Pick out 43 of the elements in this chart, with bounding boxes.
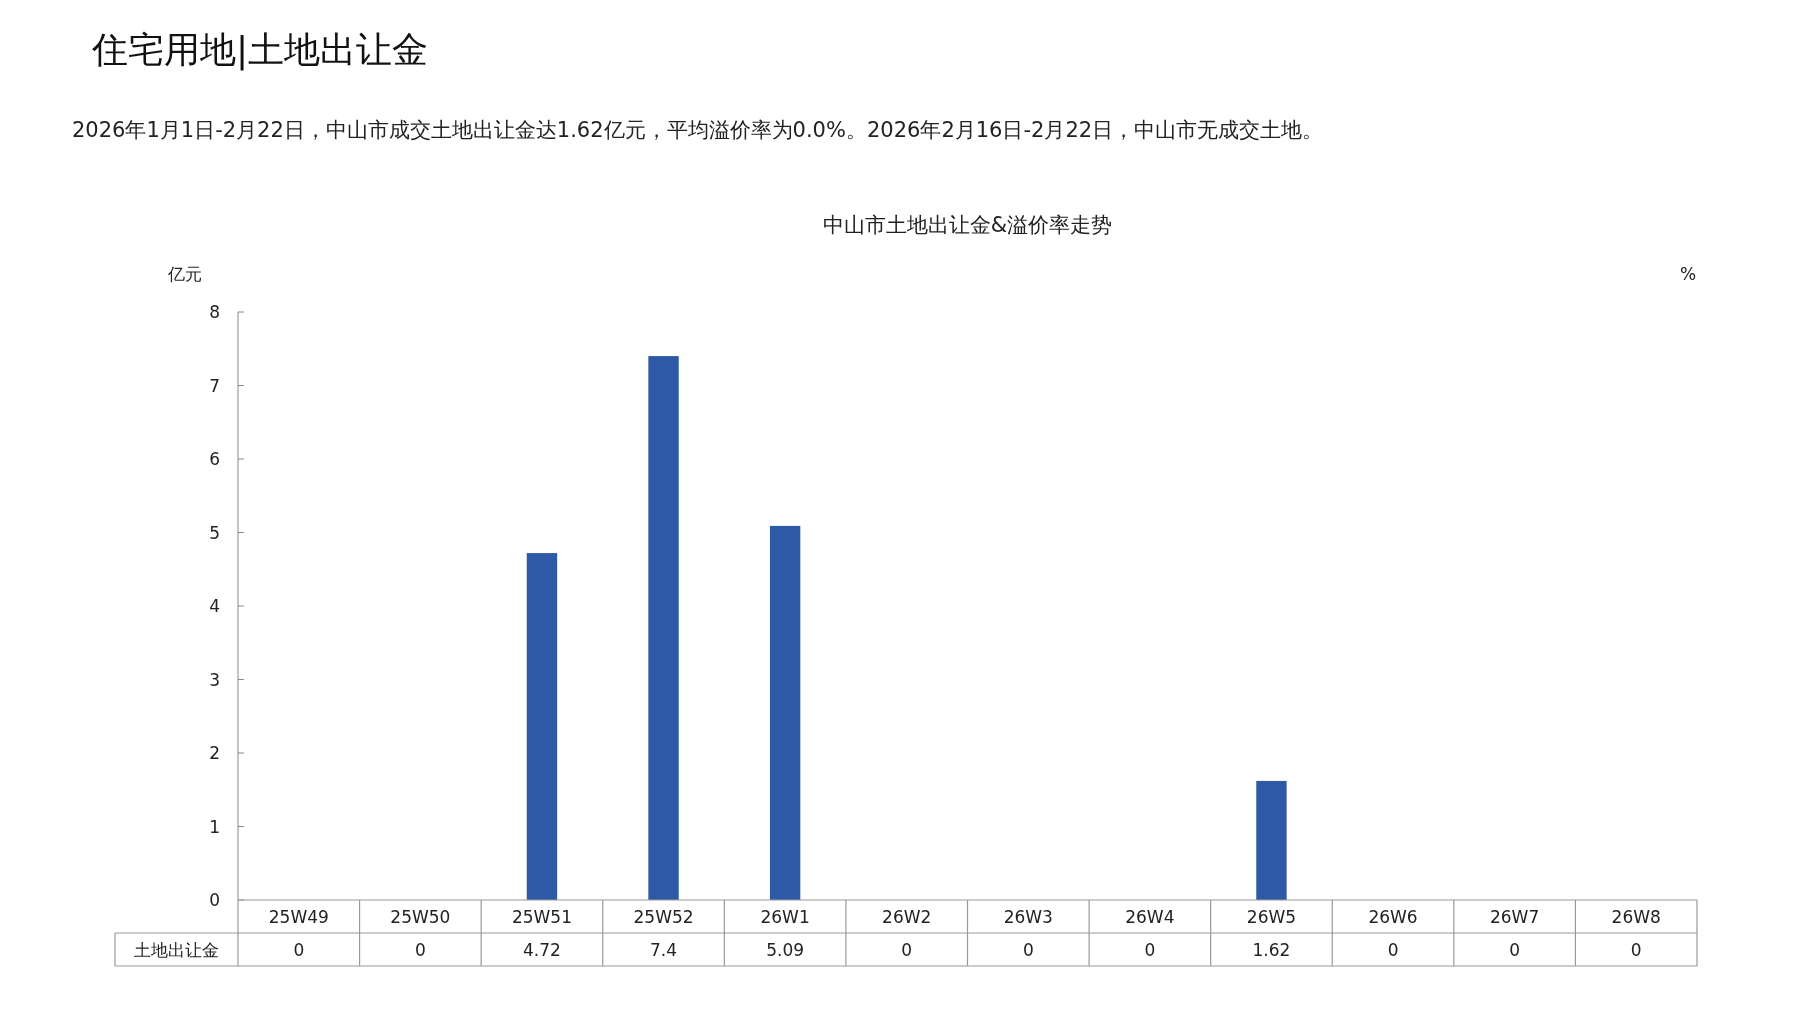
y-tick-label: 4: [209, 596, 220, 616]
y-tick-label: 1: [209, 816, 220, 837]
x-tick-label: 26W6: [1368, 906, 1418, 927]
y-tick-label: 2: [209, 743, 220, 763]
x-tick-label: 26W1: [760, 906, 810, 927]
text: 住宅用地|土地出让金: [91, 29, 429, 71]
x-tick-label: 25W52: [633, 906, 694, 927]
y-tick-label: 6: [209, 449, 220, 469]
bar: [648, 356, 679, 900]
x-tick-label: 26W2: [882, 906, 932, 927]
chart-title: 中山市土地出让金&溢价率走势: [822, 213, 1113, 237]
data-label: 7.4: [650, 939, 678, 960]
y-axis-title: 亿元: [167, 264, 202, 284]
y2-axis-title: %: [1679, 264, 1697, 284]
data-label: 4.72: [523, 939, 561, 960]
data-label: 0: [1630, 939, 1642, 960]
x-tick-label: 26W7: [1489, 906, 1540, 927]
data-label: 0: [1144, 939, 1156, 960]
bar: [1256, 780, 1287, 900]
bar: [769, 525, 801, 900]
data-label: 0: [1387, 939, 1399, 960]
y-tick-label: 0: [209, 890, 220, 910]
data-label: 5.09: [766, 939, 805, 960]
x-tick-label: 26W8: [1611, 906, 1661, 927]
chart-subtitle: 2026年1月1日-2月22日，中山市成交土地出让金达1.62亿元，平均溢价率为0.0%。2026年2月16日-2月22日，中山市无成交土地。: [72, 118, 1324, 142]
x-tick-label: 26W5: [1246, 906, 1297, 927]
data-label: 0: [414, 939, 426, 960]
data-label: 0: [901, 939, 913, 960]
data-label: 0: [1022, 939, 1034, 960]
x-tick-label: 25W50: [390, 906, 451, 927]
data-label: 0: [293, 939, 305, 960]
data-label: 1.62: [1252, 939, 1291, 960]
y-tick-label: 5: [209, 522, 220, 543]
y-tick-label: 7: [209, 375, 220, 396]
y-tick-label: 3: [209, 669, 220, 690]
bar: [526, 553, 558, 900]
text: 土地出让金: [134, 939, 219, 960]
x-tick-label: 25W51: [511, 906, 572, 927]
x-tick-label: 26W4: [1125, 906, 1175, 927]
y-tick-label: 8: [209, 302, 220, 322]
x-tick-label: 25W49: [268, 906, 329, 927]
data-label: 0: [1509, 939, 1521, 960]
x-tick-label: 26W3: [1003, 906, 1053, 927]
